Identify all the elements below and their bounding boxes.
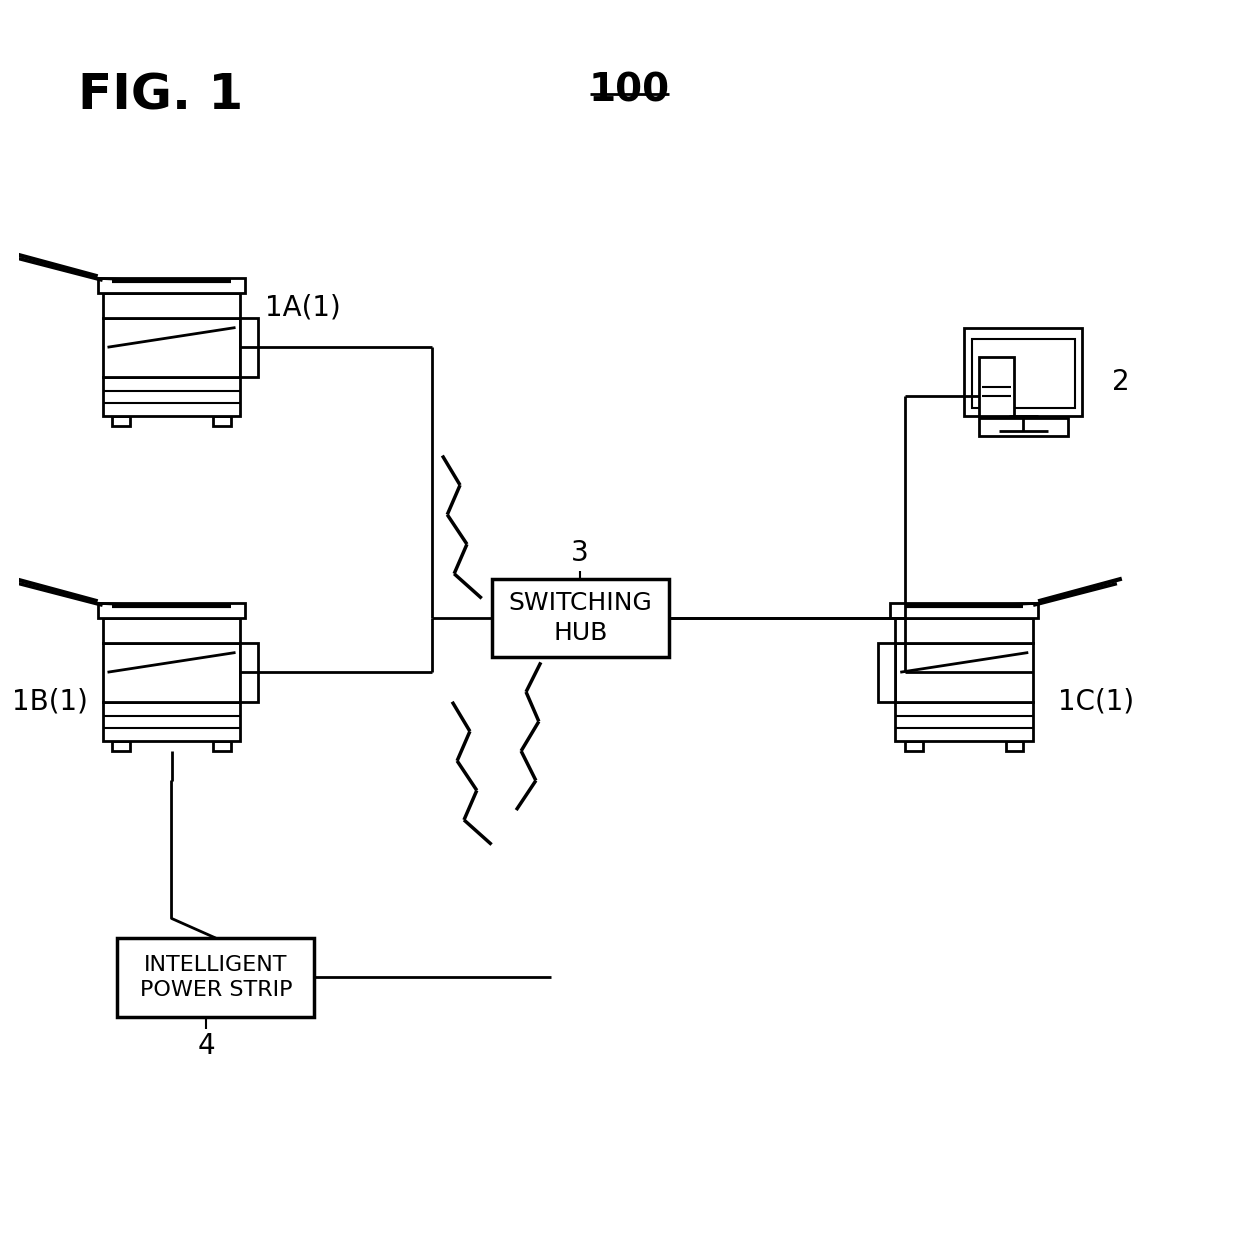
- Bar: [213, 741, 231, 751]
- Bar: [1006, 741, 1023, 751]
- Text: FIG. 1: FIG. 1: [78, 72, 243, 119]
- Bar: [905, 741, 923, 751]
- Text: INTELLIGENT
POWER STRIP: INTELLIGENT POWER STRIP: [140, 955, 293, 999]
- Bar: [103, 618, 241, 643]
- Bar: [103, 293, 241, 318]
- Bar: [98, 278, 246, 293]
- Text: 3: 3: [572, 539, 589, 567]
- Bar: [103, 377, 241, 416]
- Bar: [980, 418, 1068, 436]
- Text: SWITCHING
HUB: SWITCHING HUB: [508, 592, 652, 645]
- Bar: [972, 339, 1075, 408]
- Text: 1A(1): 1A(1): [265, 293, 341, 322]
- Text: 1B(1): 1B(1): [12, 687, 88, 716]
- Bar: [103, 643, 241, 702]
- Bar: [241, 643, 258, 702]
- Bar: [103, 702, 241, 741]
- Bar: [241, 318, 258, 377]
- Bar: [103, 318, 241, 377]
- Bar: [965, 328, 1083, 416]
- Bar: [878, 643, 895, 702]
- Bar: [113, 741, 130, 751]
- Text: 100: 100: [589, 72, 670, 109]
- Bar: [890, 603, 1038, 618]
- Bar: [980, 357, 1013, 416]
- Text: 4: 4: [197, 1032, 215, 1060]
- Bar: [113, 416, 130, 426]
- Bar: [491, 579, 668, 658]
- Bar: [118, 938, 314, 1017]
- Bar: [98, 603, 246, 618]
- Text: 1C(1): 1C(1): [1058, 687, 1133, 716]
- Bar: [895, 618, 1033, 643]
- Text: 2: 2: [1112, 368, 1130, 395]
- Bar: [895, 643, 1033, 702]
- Bar: [895, 702, 1033, 741]
- Bar: [213, 416, 231, 426]
